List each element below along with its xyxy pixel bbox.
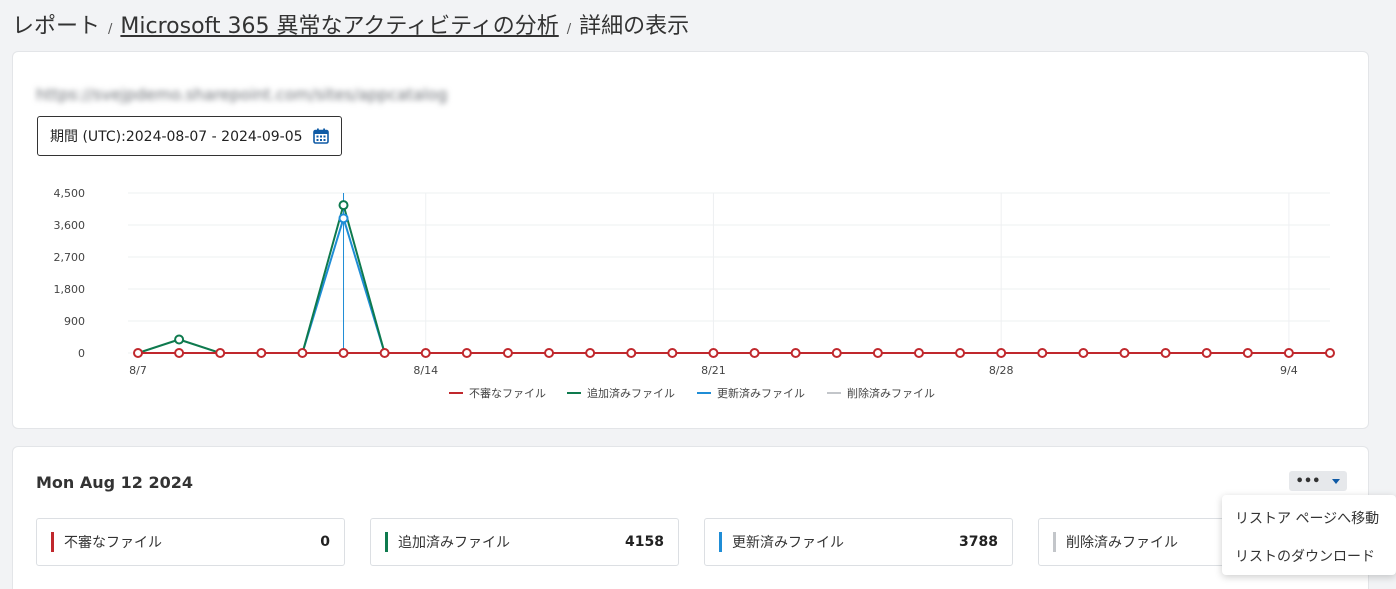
legend-label: 更新済みファイル (717, 386, 805, 400)
breadcrumb-analysis-link[interactable]: Microsoft 365 異常なアクティビティの分析 (120, 14, 559, 39)
menu-item-go-to-restore[interactable]: リストア ページへ移動 (1235, 511, 1380, 527)
legend-label: 不審なファイル (469, 386, 546, 400)
data-point (544, 348, 555, 358)
y-tick-label: 2,700 (54, 251, 86, 264)
data-point (338, 348, 349, 358)
data-point (420, 348, 431, 358)
data-point (996, 348, 1007, 358)
x-tick-label: 9/4 (1280, 364, 1298, 377)
selected-date-title: Mon Aug 12 2024 (36, 473, 194, 492)
y-tick-label: 900 (64, 315, 85, 328)
legend-label: 削除済みファイル (847, 386, 935, 400)
stat-color-bar (385, 532, 388, 552)
data-point (667, 348, 678, 358)
x-tick-label: 8/28 (989, 364, 1014, 377)
chevron-down-icon (1332, 478, 1341, 484)
stat-value: 4158 (625, 534, 664, 550)
stat-label: 不審なファイル (64, 535, 162, 551)
stat-suspicious-files: 不審なファイル 0 (36, 518, 345, 566)
data-point (913, 348, 924, 358)
date-range-picker[interactable]: 期間 (UTC):2024-08-07 - 2024-09-05 (37, 116, 342, 156)
data-point (297, 348, 308, 358)
data-point (502, 348, 513, 358)
more-icon: ••• (1295, 473, 1321, 489)
breadcrumb-separator: / (108, 22, 113, 37)
activity-line-chart[interactable]: 4,500 3,600 2,700 1,800 900 0 8/7 8/14 8/21 8/28 9… (13, 52, 1370, 430)
data-point (708, 348, 719, 358)
stat-color-bar (719, 532, 722, 552)
data-point (1201, 348, 1212, 358)
y-tick-label: 1,800 (54, 283, 86, 296)
data-point (133, 348, 143, 358)
data-point (461, 348, 472, 358)
data-point (790, 348, 801, 358)
data-point (1119, 348, 1130, 358)
data-point (338, 200, 349, 211)
data-point (955, 348, 966, 358)
data-point (379, 348, 390, 358)
data-point (338, 213, 349, 224)
data-point (174, 348, 185, 358)
data-point (1242, 348, 1253, 358)
breadcrumb: レポート / Microsoft 365 異常なアクティビティの分析 / 詳細の… (12, 8, 689, 40)
stat-updated-files: 更新済みファイル 3788 (704, 518, 1013, 566)
data-point (1078, 348, 1089, 358)
y-tick-label: 3,600 (54, 219, 86, 232)
chart-card: https://svejpdemo.sharepoint.com/sites/a… (12, 51, 1369, 429)
data-point (174, 334, 185, 345)
data-point (256, 348, 267, 358)
breadcrumb-separator: / (566, 22, 572, 37)
x-tick-label: 8/7 (129, 364, 147, 377)
series-line (138, 214, 1330, 354)
breadcrumb-reports[interactable]: レポート (12, 14, 101, 39)
x-tick-label: 8/14 (413, 364, 438, 377)
detail-card: Mon Aug 12 2024 ••• 不審なファイル 0 追加済みファイル 4… (12, 446, 1369, 589)
x-tick-label: 8/21 (701, 364, 726, 377)
data-point (872, 348, 883, 358)
y-tick-label: 4,500 (54, 187, 86, 200)
more-options-menu: リストア ページへ移動 リストのダウンロード (1222, 495, 1396, 575)
stat-value: 3788 (959, 534, 998, 550)
legend-label: 追加済みファイル (587, 386, 675, 400)
stat-label: 更新済みファイル (732, 535, 844, 551)
data-point (626, 348, 637, 358)
stat-color-bar (1053, 532, 1056, 552)
more-options-button[interactable]: ••• (1289, 471, 1347, 491)
stat-label: 削除済みファイル (1066, 535, 1178, 551)
data-point (1325, 348, 1335, 358)
data-point (1160, 348, 1171, 358)
series-line (137, 201, 1330, 354)
stat-color-bar (51, 532, 54, 552)
stat-value: 0 (320, 534, 330, 550)
menu-item-download-list[interactable]: リストのダウンロード (1235, 549, 1375, 565)
y-tick-label: 0 (78, 347, 85, 360)
site-url: https://svejpdemo.sharepoint.com/sites/a… (36, 85, 448, 104)
date-range-label: 期間 (UTC):2024-08-07 - 2024-09-05 (50, 129, 303, 145)
data-point (585, 348, 596, 358)
data-point (1283, 348, 1294, 358)
data-point (749, 348, 760, 358)
calendar-icon[interactable] (313, 128, 329, 144)
breadcrumb-current: 詳細の表示 (579, 14, 690, 39)
stat-label: 追加済みファイル (398, 535, 510, 551)
data-point (215, 348, 226, 358)
stat-added-files: 追加済みファイル 4158 (370, 518, 679, 566)
data-point (831, 348, 842, 358)
data-point (1037, 348, 1048, 358)
